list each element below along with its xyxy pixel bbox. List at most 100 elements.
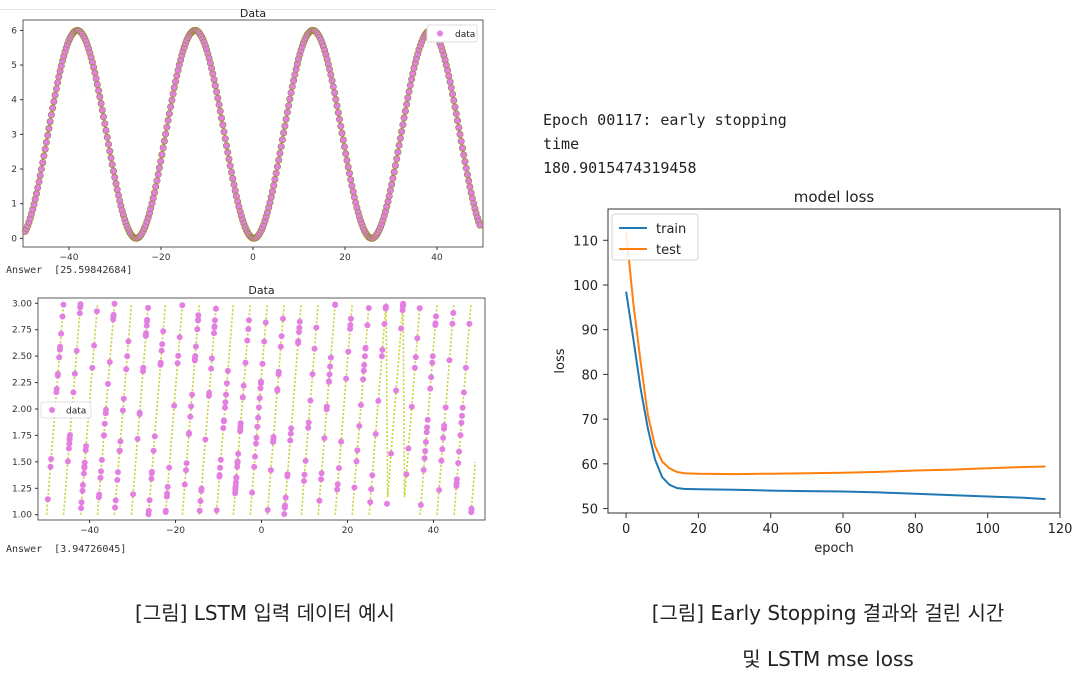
data-point [309, 371, 316, 378]
data-point [166, 464, 173, 471]
data-point [252, 453, 258, 460]
data-point [318, 476, 325, 483]
data-point [162, 130, 170, 138]
y-tick-label: 50 [581, 503, 598, 518]
data-point [66, 440, 73, 447]
data-point [296, 318, 303, 325]
data-point [148, 470, 155, 477]
data-point [175, 352, 182, 359]
y-tick-label: 1.00 [12, 511, 32, 521]
data-point [89, 364, 96, 371]
plot-frame-1 [22, 19, 484, 248]
data-point [78, 505, 85, 512]
data-point [79, 487, 86, 494]
data-point [107, 154, 115, 162]
data-point [53, 385, 60, 392]
data-point [417, 502, 424, 508]
data-point [157, 359, 164, 366]
y-tick-label: 80 [581, 368, 598, 383]
x-tick-label: 40 [428, 526, 440, 536]
data-point [162, 507, 169, 514]
data-point [256, 395, 263, 402]
data-point [446, 78, 454, 86]
data-point [361, 353, 368, 360]
data-point [462, 364, 469, 371]
data-point [172, 78, 180, 86]
data-point [459, 404, 466, 411]
data-point [394, 148, 402, 156]
data-point [321, 435, 328, 442]
series-segment [419, 303, 438, 515]
y-tick-label: 2 [11, 165, 17, 175]
data-point [449, 320, 456, 327]
data-point [438, 457, 445, 464]
data-point [270, 439, 277, 445]
data-point [420, 467, 427, 473]
data-point [159, 144, 167, 152]
data-point [194, 326, 201, 333]
data-point [466, 320, 473, 327]
legend-label-2: data [66, 407, 86, 417]
data-point [428, 374, 435, 381]
x-tick-label: 80 [907, 522, 924, 537]
data-point [423, 429, 430, 436]
data-point [97, 100, 105, 108]
data-point [333, 102, 341, 110]
data-point [52, 85, 60, 93]
data-point [455, 124, 463, 132]
data-point [281, 122, 289, 130]
data-point [221, 135, 229, 143]
series-segment [147, 303, 167, 515]
chart-title-3: model loss [794, 188, 875, 206]
time-label: time [543, 135, 580, 153]
data-point [140, 368, 146, 375]
data-point [307, 397, 314, 404]
data-point [211, 82, 219, 90]
data-point [170, 84, 178, 92]
y-tick-label: 3.00 [12, 299, 32, 309]
data-point [41, 145, 49, 153]
data-point [214, 94, 222, 102]
data-point [212, 317, 218, 324]
data-point [59, 313, 66, 320]
data-point [218, 114, 226, 122]
data-point [183, 460, 190, 467]
data-point [106, 147, 114, 155]
data-point [462, 164, 470, 172]
data-point [424, 416, 431, 423]
data-point [158, 151, 166, 159]
data-point [164, 483, 171, 490]
data-point [327, 354, 334, 361]
data-point [47, 111, 55, 119]
data-point [453, 117, 461, 125]
data-point [344, 163, 352, 171]
data-point [381, 320, 388, 327]
data-point [447, 84, 455, 92]
data-point [234, 463, 241, 470]
data-point [37, 165, 45, 173]
y-tick-label: 60 [581, 458, 598, 473]
data-point [290, 77, 298, 85]
legend-box-1 [426, 24, 478, 43]
data-point [258, 378, 264, 385]
data-point [108, 161, 116, 169]
data-point [255, 414, 262, 421]
y-tick-label: 70 [581, 413, 598, 428]
y-tick-label: 3 [11, 130, 17, 140]
data-point [167, 103, 175, 111]
answer-label-2: Answer [6, 544, 43, 555]
data-point [51, 91, 59, 99]
data-point [157, 157, 165, 165]
data-point [345, 348, 352, 355]
data-point [151, 189, 159, 197]
data-point [280, 129, 288, 137]
caption-right-line1: [그림] Early Stopping 결과와 걸린 시간 [651, 601, 1005, 625]
data-point [450, 310, 457, 316]
legend-label-1: data [455, 30, 475, 40]
data-point [360, 367, 367, 374]
data-point [393, 387, 400, 394]
data-point [226, 162, 234, 170]
data-point [213, 88, 221, 96]
data-point [60, 301, 67, 308]
series-line-train [625, 291, 1046, 501]
